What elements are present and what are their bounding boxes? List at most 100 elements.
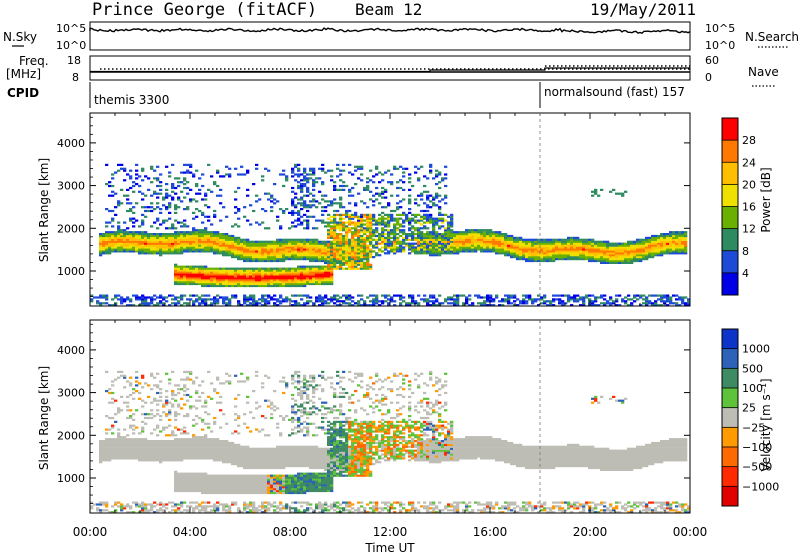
power-cell <box>567 254 571 257</box>
velocity-cell <box>126 409 130 412</box>
power-cell <box>138 246 142 249</box>
power-cell <box>576 300 580 303</box>
power-cell <box>441 233 445 236</box>
power-cell <box>303 282 307 286</box>
power-cell <box>354 229 358 232</box>
power-cell <box>279 208 283 211</box>
power-cell <box>117 163 121 166</box>
power-cell <box>183 225 187 228</box>
power-cell <box>408 217 412 220</box>
power-cell <box>231 252 235 255</box>
power-cell <box>282 271 286 274</box>
power-cell <box>255 256 259 259</box>
velocity-cell <box>117 407 121 410</box>
power-cell <box>156 242 160 245</box>
power-cell <box>270 296 274 299</box>
power-cell <box>348 294 352 297</box>
power-cell <box>357 229 361 232</box>
power-cell <box>342 267 346 270</box>
power-cell <box>516 236 520 239</box>
velocity-cell <box>138 457 142 460</box>
power-cell <box>237 246 241 249</box>
power-cell <box>336 233 340 236</box>
power-cell <box>384 244 388 247</box>
power-cell <box>327 240 331 243</box>
power-cell <box>201 236 205 239</box>
power-cell <box>465 248 469 251</box>
power-cell <box>228 282 232 286</box>
power-cell <box>435 248 439 251</box>
power-cell <box>327 263 331 266</box>
power-cell <box>654 234 658 238</box>
power-cell <box>378 304 382 306</box>
power-cell <box>411 227 415 230</box>
power-cell <box>246 219 250 222</box>
power-cell <box>297 167 301 170</box>
power-cell <box>357 248 361 251</box>
power-cell <box>351 213 355 216</box>
power-cell <box>258 246 262 249</box>
power-cell <box>312 246 316 249</box>
power-cell <box>333 198 337 201</box>
power-cell <box>183 196 187 199</box>
power-cell <box>546 238 550 241</box>
power-cell <box>291 175 295 178</box>
power-cell <box>291 248 295 251</box>
power-cell <box>591 250 595 253</box>
power-cell <box>243 269 247 272</box>
power-cell <box>510 254 514 257</box>
power-cell <box>285 298 289 301</box>
power-cell <box>432 238 436 241</box>
power-cell <box>324 267 328 270</box>
power-cell <box>189 246 193 249</box>
velocity-cell <box>147 511 151 513</box>
power-cell <box>246 259 250 263</box>
power-cell <box>465 240 469 243</box>
power-cell <box>681 300 685 303</box>
power-cell <box>579 296 583 299</box>
power-cell <box>420 215 424 218</box>
power-cell <box>678 304 682 306</box>
velocity-cell <box>114 501 118 504</box>
velocity-cell <box>105 428 109 431</box>
power-cell <box>384 188 388 191</box>
power-cell <box>189 234 193 238</box>
velocity-cell <box>126 401 130 404</box>
power-cell <box>303 240 307 243</box>
power-cell <box>315 177 319 180</box>
power-cell <box>180 171 184 174</box>
power-cell <box>258 279 262 282</box>
power-cell <box>345 261 349 264</box>
power-cell <box>597 254 601 257</box>
velocity-cell <box>108 459 112 462</box>
power-cell <box>144 302 148 305</box>
power-cell <box>366 296 370 299</box>
power-cell <box>117 231 121 234</box>
power-cell <box>204 204 208 207</box>
power-cell <box>627 246 631 249</box>
velocity-cell <box>114 503 118 506</box>
power-cell <box>318 240 322 243</box>
power-cell <box>192 269 196 272</box>
power-cell <box>339 179 343 182</box>
power-cell <box>384 190 388 193</box>
velocity-cell <box>147 509 151 512</box>
power-cell <box>213 183 217 186</box>
power-cell <box>339 234 343 238</box>
power-cell <box>396 233 400 236</box>
power-cell <box>666 244 670 247</box>
power-cell <box>630 298 634 301</box>
power-cell <box>345 238 349 241</box>
velocity-cell <box>141 459 145 462</box>
power-cell <box>369 250 373 253</box>
power-cell <box>351 233 355 236</box>
power-cell <box>372 223 376 226</box>
power-cell <box>633 294 637 297</box>
power-cell <box>321 279 325 282</box>
power-cell <box>204 244 208 247</box>
power-cell <box>669 252 673 255</box>
power-cell <box>438 294 442 297</box>
power-cell <box>396 167 400 170</box>
power-cell <box>198 244 202 247</box>
power-cell <box>336 256 340 259</box>
